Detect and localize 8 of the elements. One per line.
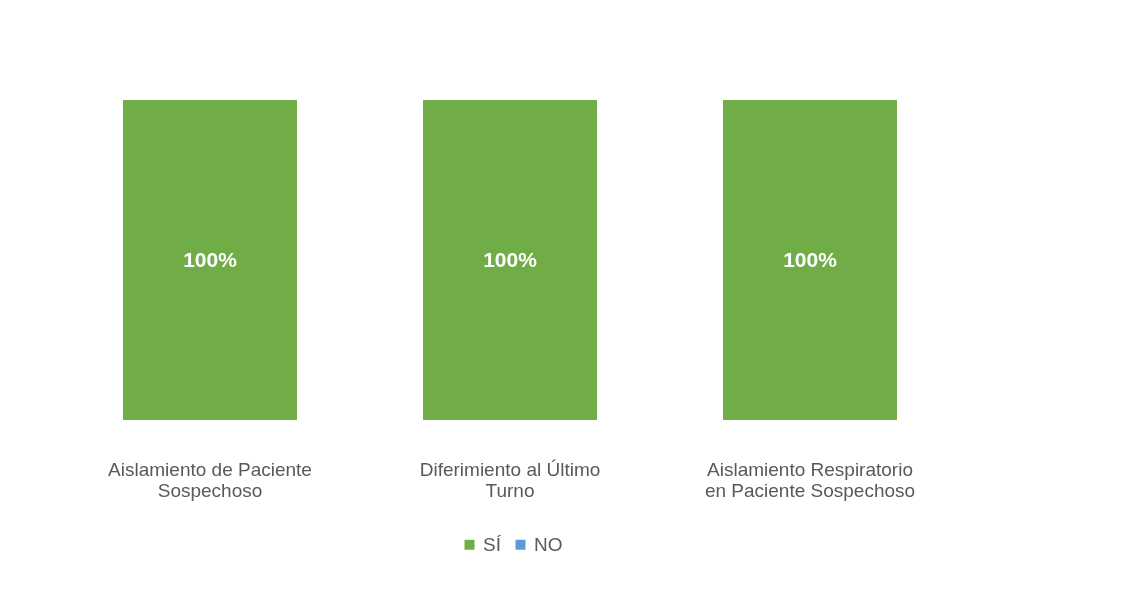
x-tick-label: Aislamiento Respiratorio en Paciente Sospechoso [704, 458, 916, 501]
data-label: 100% [183, 248, 238, 271]
x-tick-label: Diferimiento al Último Turno [419, 458, 601, 501]
legend-label: SÍ [483, 533, 502, 555]
x-tick-label: Aislamiento de Paciente Sospechoso [108, 458, 312, 501]
legend-label: NO [534, 533, 563, 555]
data-label: 100% [483, 248, 538, 271]
data-label: 100% [783, 248, 838, 271]
